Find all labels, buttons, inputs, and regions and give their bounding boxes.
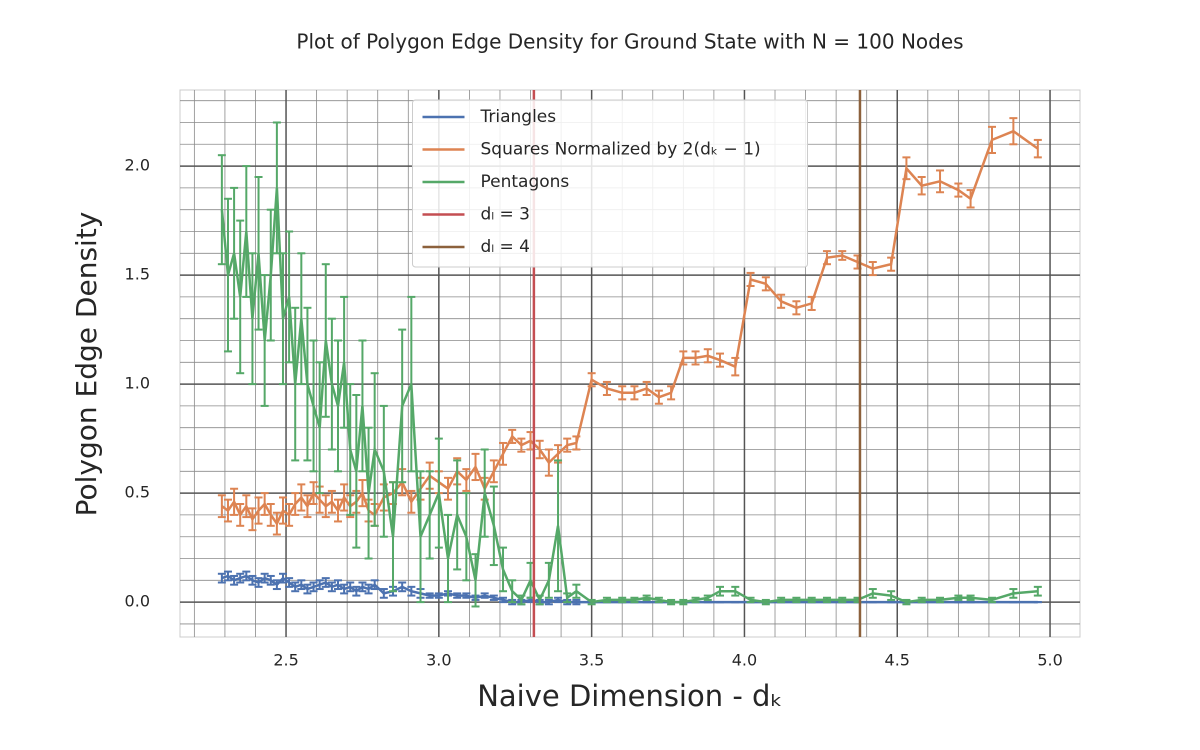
- y-axis-label: Polygon Edge Density: [70, 212, 103, 517]
- x-tick-label: 5.0: [1037, 651, 1062, 670]
- x-tick-label: 4.5: [885, 651, 910, 670]
- x-tick-label: 3.5: [579, 651, 604, 670]
- x-tick-label: 4.0: [732, 651, 757, 670]
- y-tick-label: 2.0: [125, 156, 150, 175]
- legend-box: [412, 99, 808, 268]
- legend-label: dₗ = 4: [481, 237, 530, 257]
- series-line: [220, 187, 1038, 604]
- error-bar: [217, 572, 226, 584]
- error-bar: [1033, 138, 1042, 159]
- legend-label: dₗ = 3: [481, 205, 530, 225]
- x-tick-label: 2.5: [273, 651, 298, 670]
- series-line: [221, 129, 1039, 527]
- legend: Triangles Squares Normalized by 2(dₖ − 1)…: [412, 99, 808, 268]
- x-tick-label: 3.0: [426, 651, 451, 670]
- legend-label: Triangles: [480, 107, 557, 127]
- x-axis-label: Naive Dimension - dₖ: [477, 679, 783, 713]
- y-tick-label: 1.5: [125, 265, 150, 284]
- y-tick-label: 0.0: [125, 592, 150, 611]
- legend-label: Squares Normalized by 2(dₖ − 1): [481, 140, 761, 160]
- y-tick-label: 0.5: [125, 483, 150, 502]
- error-bar: [217, 494, 226, 519]
- chart-title: Plot of Polygon Edge Density for Ground …: [296, 30, 963, 54]
- error-bar: [1033, 585, 1042, 597]
- y-tick-label: 1.0: [125, 374, 150, 393]
- legend-label: Pentagons: [481, 172, 570, 192]
- error-bar: [217, 154, 226, 266]
